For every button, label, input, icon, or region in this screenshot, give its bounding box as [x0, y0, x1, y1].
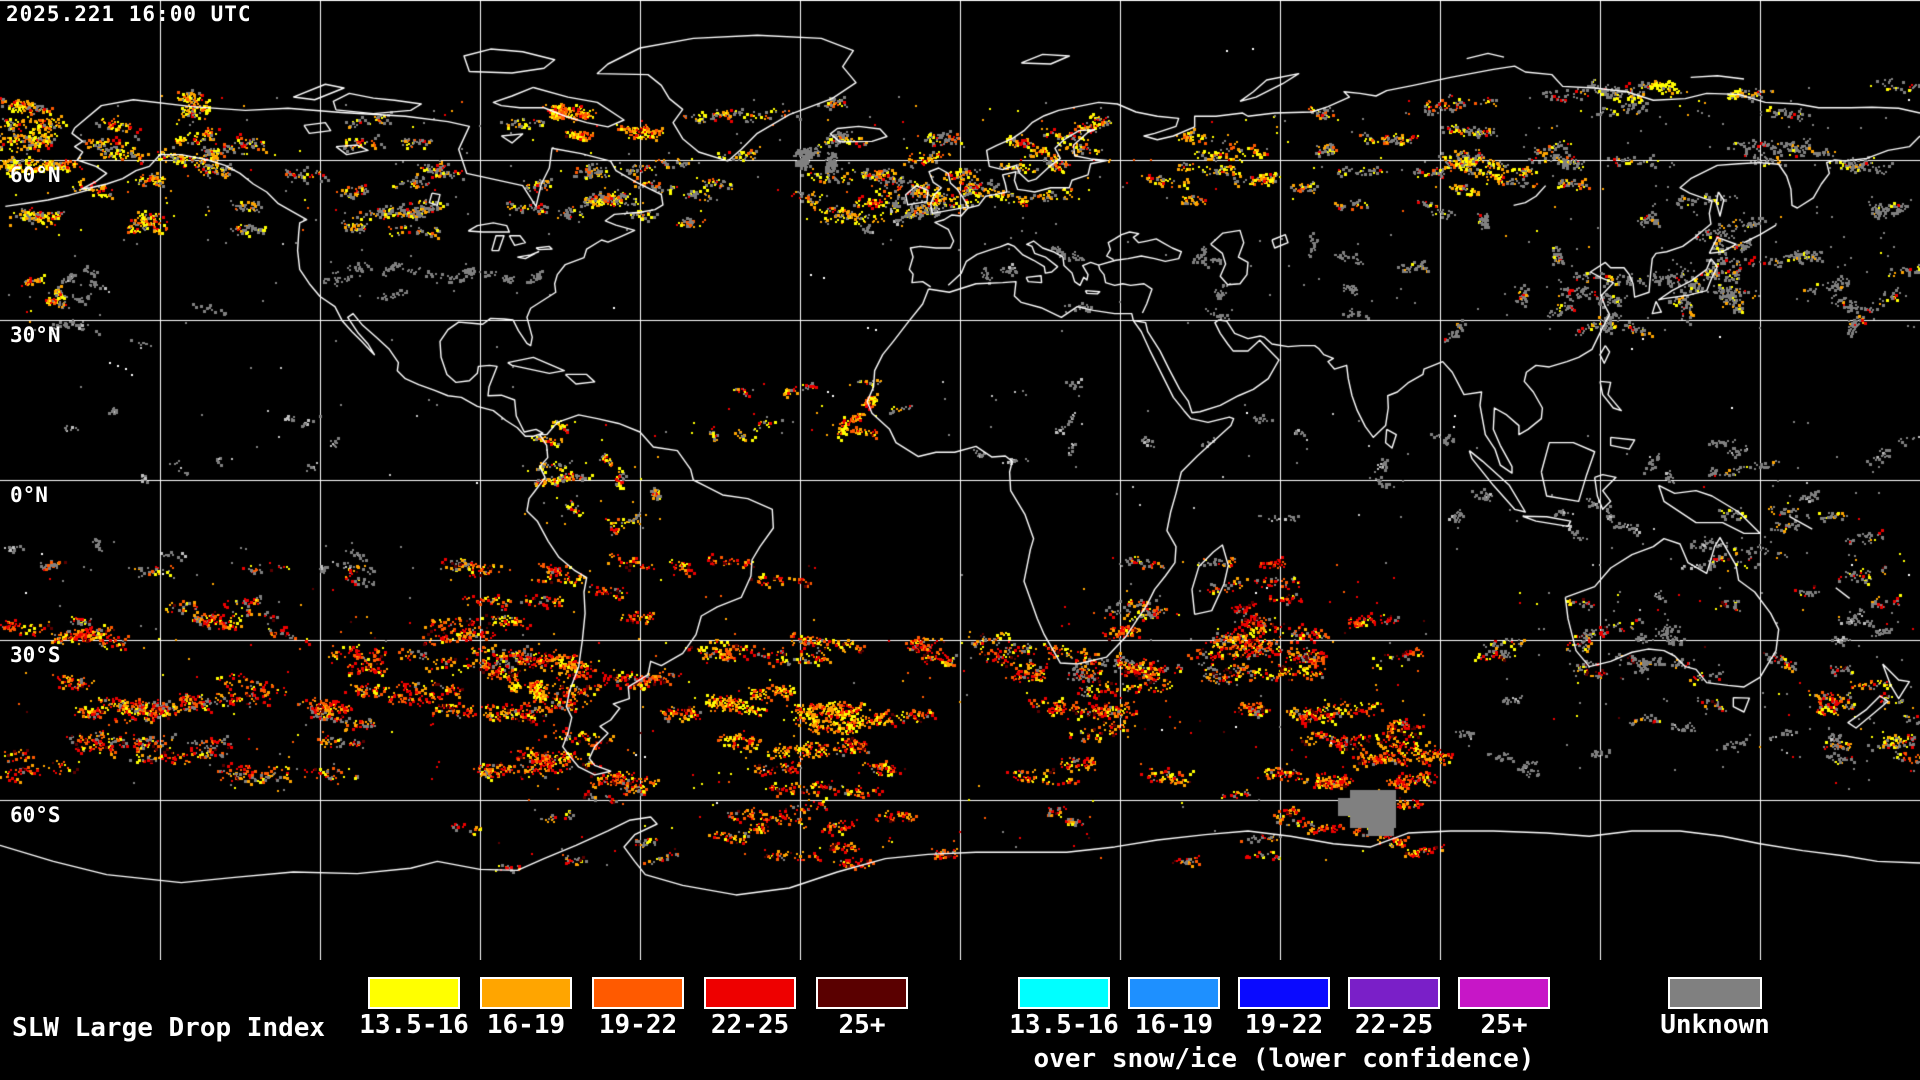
- legend-swatch: [1238, 977, 1330, 1009]
- world-map-canvas: [0, 0, 1920, 960]
- legend-range-label: 13.5-16: [359, 1010, 469, 1040]
- legend-swatch: [1128, 977, 1220, 1009]
- legend-range-label: 19-22: [598, 1010, 678, 1040]
- legend-range-label: 25+: [838, 1010, 886, 1040]
- legend-range-label: 16-19: [1134, 1010, 1214, 1040]
- legend-swatch: [368, 977, 460, 1009]
- legend-swatch: [592, 977, 684, 1009]
- legend-snow-ice-caption: over snow/ice (lower confidence): [1033, 1044, 1535, 1074]
- latitude-label: 30°S: [10, 643, 61, 667]
- legend-title: SLW Large Drop Index: [12, 1013, 326, 1043]
- legend-swatch: [816, 977, 908, 1009]
- latitude-label: 60°N: [10, 163, 61, 187]
- legend-range-label: 25+: [1480, 1010, 1528, 1040]
- legend-range-label: 22-25: [710, 1010, 790, 1040]
- legend-range-label: 22-25: [1354, 1010, 1434, 1040]
- legend-swatch: [1018, 977, 1110, 1009]
- legend-swatch: [704, 977, 796, 1009]
- legend-range-label: 19-22: [1244, 1010, 1324, 1040]
- legend-range-label: 13.5-16: [1009, 1010, 1119, 1040]
- legend-swatch: [480, 977, 572, 1009]
- legend-range-label: 16-19: [486, 1010, 566, 1040]
- legend-unknown-swatch: [1668, 977, 1762, 1009]
- latitude-label: 0°N: [10, 483, 48, 507]
- latitude-label: 60°S: [10, 803, 61, 827]
- latitude-label: 30°N: [10, 323, 61, 347]
- legend-swatch: [1348, 977, 1440, 1009]
- legend-swatch: [1458, 977, 1550, 1009]
- legend-unknown-label: Unknown: [1660, 1010, 1770, 1040]
- timestamp-label: 2025.221 16:00 UTC: [6, 2, 252, 26]
